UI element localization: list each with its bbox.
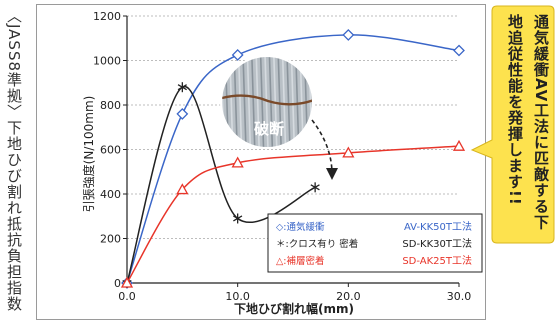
data-point-triangle bbox=[342, 146, 355, 158]
x-tick-label: 10.0 bbox=[225, 290, 250, 303]
photo-fiber bbox=[251, 56, 256, 148]
x-axis-label: 下地ひび割れ幅(mm) bbox=[234, 301, 354, 316]
photo-fiber bbox=[290, 56, 296, 148]
photo-label: 破断 bbox=[254, 120, 285, 138]
photo-fiber bbox=[237, 56, 243, 148]
legend-entry-name: △:補層密着 bbox=[276, 255, 325, 267]
y-tick-label: 200 bbox=[100, 233, 121, 246]
data-point-diamond bbox=[176, 107, 189, 120]
x-tick-label: 30.0 bbox=[447, 290, 472, 303]
y-axis-label: 引張強度(N/100mm) bbox=[81, 96, 96, 213]
photo-fiber bbox=[242, 56, 247, 148]
data-point-diamond bbox=[453, 44, 465, 57]
y-tick-label: 1200 bbox=[93, 10, 121, 23]
data-point-triangle bbox=[231, 156, 244, 168]
photo-fiber bbox=[255, 56, 260, 148]
legend: ◇:通気緩衝 AV-KK50T工法 ＊:クロス有り 密着 SD-KK30T工法 △:補層… bbox=[267, 213, 483, 273]
photo-fiber bbox=[277, 56, 282, 148]
photo-fiber bbox=[295, 56, 300, 148]
fracture-arrow-head bbox=[326, 168, 338, 180]
callout-text: 通気緩衝AV工法に匹敵する下地追従性能を発揮します!! bbox=[506, 14, 550, 231]
data-point-triangle bbox=[176, 183, 189, 195]
data-point-diamond bbox=[231, 49, 244, 61]
chart: 0 200 400 600 800 1000 1200 0.0 10.0 20.0 30.0 引張強… bbox=[81, 10, 483, 316]
side-title: 〈JASS8準拠〉下地ひび割れ抵抗負担指数試験結果 bbox=[5, 8, 23, 313]
y-tick-label: 0 bbox=[114, 277, 121, 290]
star-stroke bbox=[310, 184, 320, 191]
legend-entry-product: SD-KK30T工法 bbox=[402, 237, 472, 250]
star-stroke bbox=[177, 84, 187, 91]
y-tick-label: 400 bbox=[100, 188, 121, 201]
photo-fiber bbox=[246, 56, 252, 148]
series-layer bbox=[120, 28, 466, 289]
series-triangle bbox=[120, 139, 466, 288]
fracture-arrow bbox=[311, 119, 333, 175]
y-tick-label: 800 bbox=[100, 99, 121, 112]
photo-crack bbox=[221, 94, 313, 106]
data-point-diamond bbox=[342, 28, 355, 41]
data-point-star bbox=[310, 182, 320, 193]
photo-fiber bbox=[281, 56, 287, 148]
photo-fiber bbox=[264, 56, 269, 148]
legend-entry-product: AV-KK50T工法 bbox=[404, 220, 472, 233]
photo-fiber bbox=[259, 56, 265, 148]
legend-entry-name: ＊:クロス有り 密着 bbox=[276, 238, 358, 250]
data-point-triangle bbox=[120, 276, 134, 288]
y-tick-label: 1000 bbox=[93, 55, 121, 68]
data-point-star bbox=[233, 213, 243, 224]
photo-fiber bbox=[286, 56, 291, 148]
data-point-star bbox=[177, 82, 187, 93]
x-tick-label: 20.0 bbox=[336, 290, 361, 303]
x-tick-label: 0.0 bbox=[118, 290, 136, 303]
data-point-triangle bbox=[452, 139, 466, 151]
y-tick-label: 600 bbox=[100, 144, 121, 157]
legend-entry-name: ◇:通気緩衝 bbox=[276, 221, 325, 233]
legend-entry-product: SD-AK25T工法 bbox=[402, 254, 472, 267]
star-stroke bbox=[233, 215, 243, 222]
